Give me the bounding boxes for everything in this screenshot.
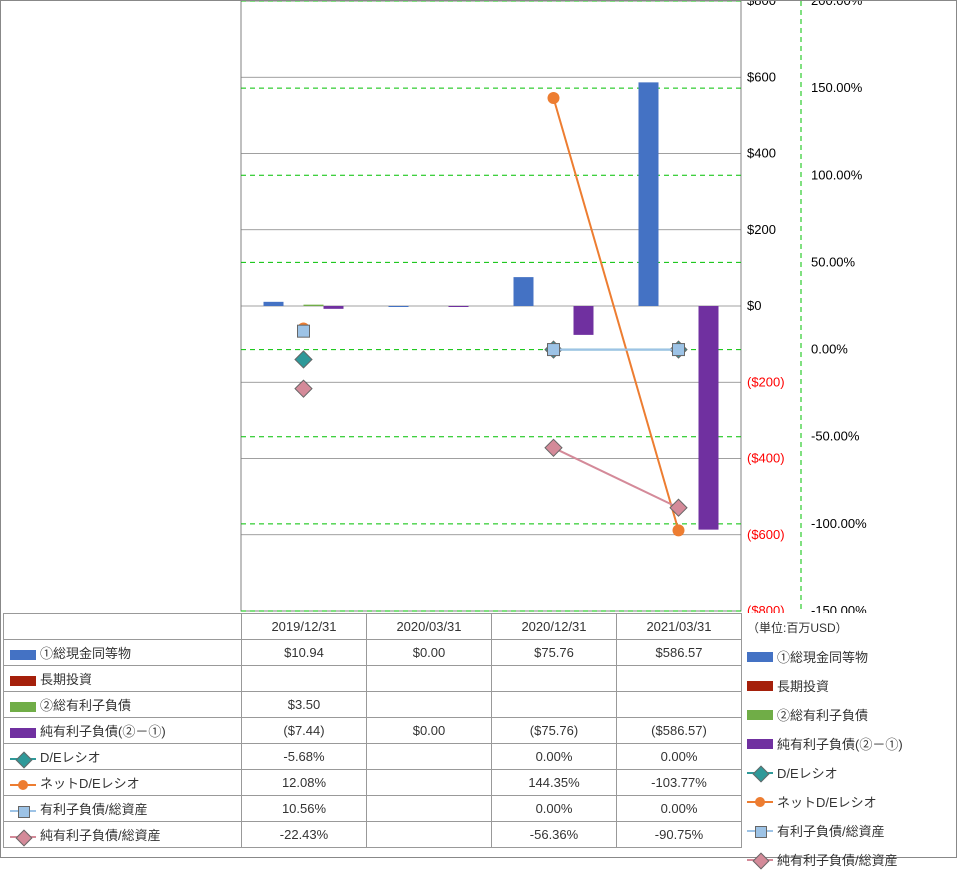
svg-text:$600: $600 xyxy=(747,69,776,84)
svg-text:$800: $800 xyxy=(747,1,776,8)
series-label: D/Eレシオ xyxy=(4,744,242,770)
table-cell: -5.68% xyxy=(242,744,367,770)
legend-item: D/Eレシオ xyxy=(747,758,954,787)
svg-text:200.00%: 200.00% xyxy=(811,1,863,8)
table-cell xyxy=(492,692,617,718)
table-cell xyxy=(367,796,492,822)
svg-text:150.00%: 150.00% xyxy=(811,80,863,95)
table-cell xyxy=(367,744,492,770)
legend-item: ①総現金同等物 xyxy=(747,642,954,671)
series-label: 有利子負債/総資産 xyxy=(4,796,242,822)
combo-chart: ($800) ($600) ($400) ($200) $0 $200 $400 $600 $8… xyxy=(1,1,956,613)
series-label: 長期投資 xyxy=(4,666,242,692)
table-cell: $10.94 xyxy=(242,640,367,666)
table-col-header: 2019/12/31 xyxy=(242,614,367,640)
legend-label: ネットD/Eレシオ xyxy=(777,792,877,811)
table-cell: 10.56% xyxy=(242,796,367,822)
legend-label: 純有利子負債/総資産 xyxy=(777,850,898,869)
legend-item: 純有利子負債(②－①) xyxy=(747,729,954,758)
table-cell: 0.00% xyxy=(492,796,617,822)
svg-text:-50.00%: -50.00% xyxy=(811,429,860,444)
svg-text:50.00%: 50.00% xyxy=(811,254,856,269)
table-cell: -90.75% xyxy=(617,822,742,848)
svg-text:($800): ($800) xyxy=(747,603,785,613)
table-corner xyxy=(4,614,242,640)
chart-card: ($800) ($600) ($400) ($200) $0 $200 $400 $600 $8… xyxy=(0,0,957,858)
table-cell: $75.76 xyxy=(492,640,617,666)
unit-label: （単位:百万USD） xyxy=(747,619,848,636)
table-cell: 0.00% xyxy=(617,796,742,822)
svg-text:($400): ($400) xyxy=(747,451,785,466)
table-cell: $0.00 xyxy=(367,640,492,666)
table-cell: $586.57 xyxy=(617,640,742,666)
legend-item: 有利子負債/総資産 xyxy=(747,816,954,845)
table-col-header: 2021/03/31 xyxy=(617,614,742,640)
svg-text:100.00%: 100.00% xyxy=(811,167,863,182)
table-cell: -22.43% xyxy=(242,822,367,848)
legend-item: ネットD/Eレシオ xyxy=(747,787,954,816)
legend-label: 有利子負債/総資産 xyxy=(777,821,885,840)
legend-label: ②総有利子負債 xyxy=(777,705,868,724)
legend-item: ②総有利子負債 xyxy=(747,700,954,729)
svg-text:($200): ($200) xyxy=(747,374,785,389)
legend-right: ①総現金同等物長期投資 ②総有利子負債純有利子負債(②－①) D/EレシオネットD/… xyxy=(747,642,954,874)
table-col-header: 2020/03/31 xyxy=(367,614,492,640)
legend-label: 長期投資 xyxy=(777,676,829,695)
table-cell xyxy=(617,692,742,718)
table-cell: 0.00% xyxy=(492,744,617,770)
table-cell: ($75.76) xyxy=(492,718,617,744)
table-cell xyxy=(367,770,492,796)
legend-label: 純有利子負債(②－①) xyxy=(777,734,903,753)
svg-text:-100.00%: -100.00% xyxy=(811,516,867,531)
table-col-header: 2020/12/31 xyxy=(492,614,617,640)
svg-text:$0: $0 xyxy=(747,298,761,313)
table-cell: 12.08% xyxy=(242,770,367,796)
table-cell xyxy=(367,692,492,718)
table-cell xyxy=(367,666,492,692)
svg-text:($600): ($600) xyxy=(747,527,785,542)
svg-text:$200: $200 xyxy=(747,222,776,237)
legend-label: D/Eレシオ xyxy=(777,763,838,782)
table-cell xyxy=(242,666,367,692)
series-label: ①総現金同等物 xyxy=(4,640,242,666)
legend-item: 純有利子負債/総資産 xyxy=(747,845,954,874)
data-table: 2019/12/312020/03/312020/12/312021/03/31… xyxy=(3,613,742,848)
legend-label: ①総現金同等物 xyxy=(777,647,868,666)
series-label: 純有利子負債(②－①) xyxy=(4,718,242,744)
table-cell: -56.36% xyxy=(492,822,617,848)
svg-text:$400: $400 xyxy=(747,146,776,161)
table-cell xyxy=(492,666,617,692)
table-cell: ($586.57) xyxy=(617,718,742,744)
table-cell xyxy=(367,822,492,848)
table-cell: ($7.44) xyxy=(242,718,367,744)
table-cell: $0.00 xyxy=(367,718,492,744)
series-label: 純有利子負債/総資産 xyxy=(4,822,242,848)
table-cell: -103.77% xyxy=(617,770,742,796)
table-cell: $3.50 xyxy=(242,692,367,718)
series-label: ②総有利子負債 xyxy=(4,692,242,718)
table-cell xyxy=(617,666,742,692)
series-label: ネットD/Eレシオ xyxy=(4,770,242,796)
svg-text:0.00%: 0.00% xyxy=(811,342,848,357)
svg-text:-150.00%: -150.00% xyxy=(811,603,867,613)
legend-item: 長期投資 xyxy=(747,671,954,700)
table-cell: 144.35% xyxy=(492,770,617,796)
table-cell: 0.00% xyxy=(617,744,742,770)
